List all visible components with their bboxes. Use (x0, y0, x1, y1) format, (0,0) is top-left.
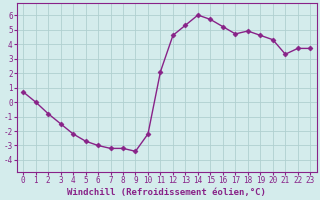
X-axis label: Windchill (Refroidissement éolien,°C): Windchill (Refroidissement éolien,°C) (67, 188, 266, 197)
